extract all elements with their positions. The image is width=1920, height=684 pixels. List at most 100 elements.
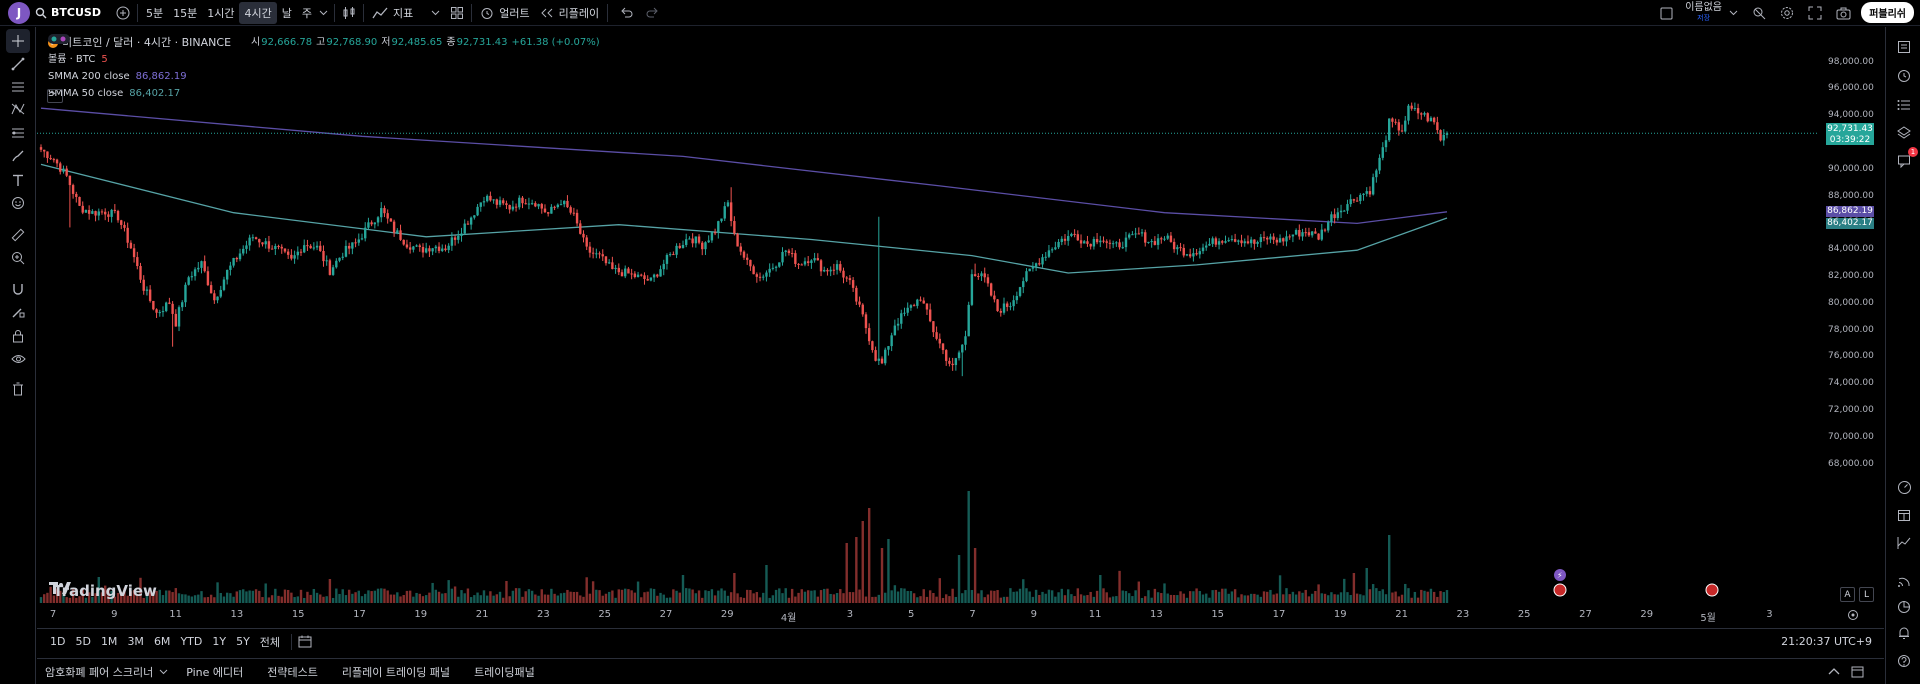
drawing-lock-pencil-icon[interactable]	[6, 300, 30, 324]
range-1y[interactable]: 1Y	[212, 635, 227, 648]
watchlist-icon[interactable]	[1892, 35, 1916, 59]
chart-canvas[interactable]: ⚡	[37, 27, 1884, 624]
candle-body	[803, 261, 807, 265]
maximize-panel-icon[interactable]	[1851, 666, 1864, 678]
flag-us-icon[interactable]	[1705, 583, 1719, 597]
range-3m[interactable]: 3M	[127, 635, 144, 648]
fib-tool-icon[interactable]	[6, 121, 30, 145]
interval-1h[interactable]: 1시간	[207, 6, 235, 20]
eye-icon[interactable]	[6, 347, 30, 371]
horizontal-lines-icon[interactable]	[6, 75, 30, 99]
range-1m[interactable]: 1M	[100, 635, 118, 648]
quick-search-icon[interactable]	[1748, 2, 1770, 24]
strategy-chart-icon[interactable]	[1892, 531, 1916, 555]
redo-icon[interactable]	[641, 2, 663, 24]
tab-trading-panel[interactable]: 트레이딩패널	[474, 665, 535, 679]
volume-bar	[1208, 597, 1211, 603]
flag-us-icon[interactable]	[1553, 583, 1567, 597]
symbol-search[interactable]: BTCUSD	[30, 2, 106, 24]
range-6m[interactable]: 6M	[153, 635, 171, 648]
smma50-legend-row[interactable]: SMMA 50 close 86,402.17	[48, 85, 600, 102]
candle-body	[505, 203, 508, 206]
log-scale-button[interactable]: L	[1859, 587, 1874, 602]
crosshair-icon[interactable]	[6, 29, 30, 53]
volume-legend-row[interactable]: 볼륨 · BTC 5	[48, 51, 600, 68]
candle-body	[1381, 147, 1384, 158]
chart-pane[interactable]: ⚡ ₿ 비트코인 / 달러 · 4시간 · BINANCE 시92,666.78…	[37, 27, 1884, 624]
replay-button[interactable]: 리플레이	[535, 2, 604, 24]
text-tool-icon[interactable]	[6, 168, 30, 192]
alerts-clock-icon[interactable]	[1892, 64, 1916, 88]
layout-grid-icon[interactable]	[446, 2, 468, 24]
axis-settings-icon[interactable]	[1847, 609, 1859, 621]
publish-button[interactable]: 퍼블리쉬	[1861, 2, 1914, 23]
chevron-down-icon[interactable]	[428, 2, 442, 24]
speedometer-icon[interactable]	[1892, 475, 1916, 499]
chevron-down-icon[interactable]	[317, 2, 331, 24]
range-all[interactable]: 전체	[259, 635, 281, 649]
calendar-icon[interactable]	[1892, 503, 1916, 527]
camera-icon[interactable]	[1832, 2, 1854, 24]
tab-strategy-tester[interactable]: 전략테스트	[267, 665, 318, 679]
pitchfork-icon[interactable]	[6, 97, 30, 121]
range-5d[interactable]: 5D	[75, 635, 91, 648]
range-ytd[interactable]: YTD	[180, 635, 203, 648]
interval-15m[interactable]: 15분	[173, 6, 198, 20]
pie-icon[interactable]	[1892, 595, 1916, 619]
trash-icon[interactable]	[6, 377, 30, 401]
chat-icon[interactable]: 1	[1892, 147, 1918, 173]
emoji-icon[interactable]	[6, 191, 30, 215]
legend-collapse-button[interactable]	[47, 89, 63, 103]
alert-button[interactable]: 얼러트	[475, 2, 534, 24]
candle-body	[299, 251, 303, 253]
signal-stream-icon[interactable]	[1892, 569, 1916, 593]
fullscreen-icon[interactable]	[1804, 2, 1826, 24]
goto-date-icon[interactable]	[298, 635, 312, 648]
auto-scale-button[interactable]: A	[1840, 587, 1855, 602]
interval-day[interactable]: 날	[281, 6, 292, 20]
tab-replay-trading[interactable]: 리플레이 트레이딩 패널	[341, 665, 451, 679]
volume-bar	[267, 597, 271, 603]
close-key: 종	[446, 37, 456, 48]
gear-icon[interactable]	[1776, 2, 1798, 24]
chevron-down-icon[interactable]	[1726, 2, 1740, 24]
separator	[607, 3, 609, 22]
layers-icon[interactable]	[1892, 121, 1916, 145]
candle-style-icon[interactable]	[338, 2, 360, 24]
volume-bar	[1195, 588, 1198, 603]
layout-name[interactable]: 이름없음 저장	[1685, 3, 1722, 23]
help-icon[interactable]	[1892, 649, 1916, 673]
ruler-icon[interactable]	[6, 223, 30, 247]
indicators-button[interactable]: 지표	[367, 2, 418, 24]
candle-body	[784, 250, 787, 252]
compare-add-icon[interactable]	[112, 2, 134, 24]
range-1d[interactable]: 1D	[50, 635, 66, 648]
chevron-down-icon[interactable]	[159, 669, 168, 675]
interval-5m[interactable]: 5분	[145, 6, 164, 20]
tab-pine-editor[interactable]: Pine 에디터	[186, 665, 244, 679]
magnet-icon[interactable]	[6, 277, 30, 301]
undo-icon[interactable]	[615, 2, 637, 24]
news-list-icon[interactable]	[1892, 93, 1916, 117]
tradingview-logo[interactable]: TradingView	[49, 582, 157, 600]
layout-square-icon[interactable]	[1655, 2, 1677, 24]
tab-crypto-screener[interactable]: 암호화폐 페어 스크리너	[45, 665, 154, 679]
lock-icon[interactable]	[6, 324, 30, 348]
trend-line-icon[interactable]	[6, 52, 30, 76]
range-5y[interactable]: 5Y	[236, 635, 250, 648]
brush-icon[interactable]	[6, 144, 30, 168]
symbol-legend-row[interactable]: ₿ 비트코인 / 달러 · 4시간 · BINANCE 시92,666.78 고…	[48, 34, 600, 51]
interval-week[interactable]: 주	[301, 6, 312, 20]
zoom-in-icon[interactable]	[6, 246, 30, 270]
ideas-marker-icon[interactable]	[1554, 569, 1566, 581]
interval-4h[interactable]: 4시간	[239, 1, 277, 24]
volume-bar	[701, 597, 704, 603]
chevron-up-icon[interactable]	[1828, 667, 1840, 675]
user-avatar[interactable]: J	[8, 1, 30, 24]
smma50-line	[40, 163, 1448, 274]
smma200-legend-row[interactable]: SMMA 200 close 86,862.19	[48, 68, 600, 85]
chart-clock[interactable]: 21:20:37 UTC+9	[1781, 635, 1872, 648]
bell-icon[interactable]	[1892, 621, 1916, 645]
volume-bar	[505, 581, 508, 603]
volume-bar	[181, 594, 184, 603]
